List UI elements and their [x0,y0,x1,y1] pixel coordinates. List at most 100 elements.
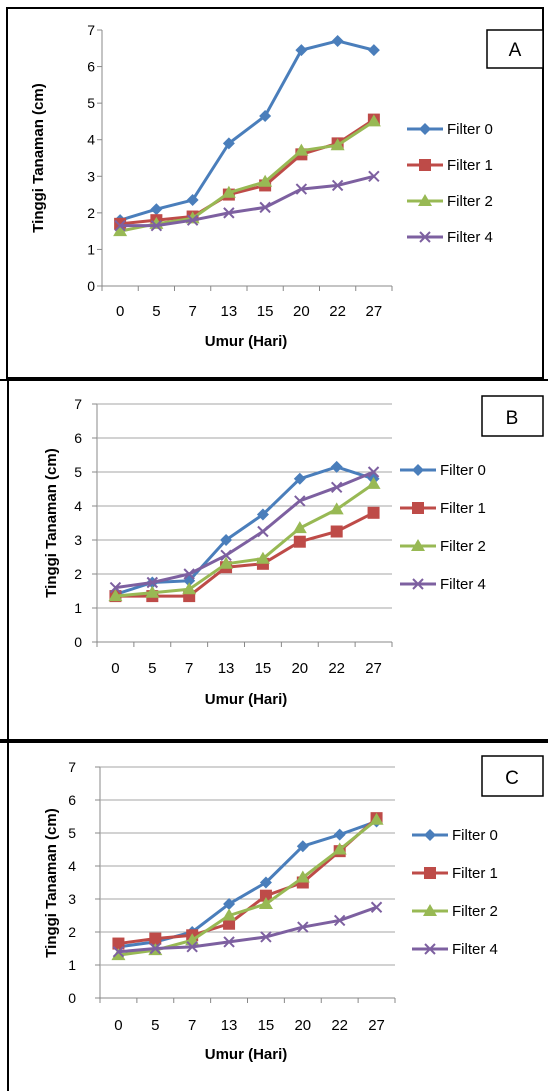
data-point [258,896,273,909]
chart-b-xticks: 0 5 7 13 15 20 22 27 [96,642,393,677]
y-tick-label: 6 [68,792,76,808]
data-point [220,549,232,562]
data-point [294,495,306,507]
y-tick-label: 4 [68,858,76,874]
series-line-filter-2 [115,482,375,598]
legend-item: Filter 0 [400,462,486,479]
legend-marker [419,123,431,135]
data-point [258,174,273,187]
legend-marker [424,867,436,879]
legend-label: Filter 1 [447,157,493,174]
data-point [331,34,344,47]
data-point [293,472,306,485]
series-line-filter-2 [119,120,375,233]
chart-c-panel-label: C [505,768,519,789]
data-point [113,224,128,237]
legend-item: Filter 1 [412,865,498,882]
data-point [333,914,346,927]
chart-c-series [111,812,384,961]
data-point [223,897,236,910]
x-tick-label: 27 [368,1017,385,1034]
legend-item: Filter 4 [400,576,486,593]
x-tick-label: 0 [114,1017,122,1034]
chart-a-yticks: 0 1 2 3 4 5 6 7 [87,22,102,294]
data-point [296,840,309,853]
x-tick-label: 20 [291,660,308,677]
chart-b-series [108,460,381,603]
legend-label: Filter 4 [440,576,486,593]
series-line-filter-0 [118,820,378,949]
data-point [295,44,308,57]
chart-b-label-box [481,395,544,437]
data-point [367,506,380,519]
data-point [182,582,197,595]
y-tick-label: 1 [87,241,95,257]
y-tick-label: 0 [74,634,82,650]
legend-marker [412,502,424,514]
legend-marker [424,829,436,841]
chart-a-xlabel: Umur (Hari) [205,333,288,350]
x-tick-label: 5 [148,660,156,677]
data-point [220,534,233,546]
y-tick-label: 5 [87,95,95,111]
y-tick-label: 4 [87,132,95,148]
legend-item: Filter 1 [400,500,486,517]
legend-label: Filter 4 [452,941,498,958]
y-tick-label: 3 [68,891,76,907]
data-point [367,44,380,57]
chart-panel-b: 0 1 2 3 4 5 6 7 0 5 7 13 15 20 22 27 Tinggi Tanaman (c… [0,381,548,741]
data-point [366,114,381,127]
chart-c-gridlines [100,766,395,966]
data-point [114,219,126,232]
data-point [367,466,380,478]
data-point [366,476,381,489]
legend-marker [412,464,424,476]
data-point [150,203,163,216]
legend-marker [424,943,436,955]
x-tick-label: 15 [257,303,274,320]
legend-marker [411,539,425,551]
data-point [222,908,237,921]
panel-divider-ab [0,379,548,381]
data-point [186,214,199,226]
data-point [259,109,272,122]
legend-item: Filter 4 [412,941,498,958]
legend-item: Filter 1 [407,157,493,174]
legend-label: Filter 2 [447,193,493,210]
chart-b-legend: Filter 0 Filter 1 Filter 2 Filter 4 [400,462,486,593]
y-tick-label: 1 [74,600,82,616]
x-tick-label: 13 [221,1017,238,1034]
chart-b-panel-label: B [506,408,519,429]
legend-item: Filter 0 [407,121,493,138]
data-point [330,525,343,538]
data-point [149,932,162,945]
series-line-filter-3 [120,174,375,228]
legend-item: Filter 2 [412,903,498,920]
y-tick-label: 7 [74,396,82,412]
data-point [297,921,309,933]
chart-a-series [113,34,381,237]
data-point [150,219,163,232]
data-point [295,870,310,883]
legend-marker [419,159,431,171]
y-tick-label: 3 [87,168,95,184]
x-tick-label: 7 [188,303,196,320]
x-tick-label: 7 [185,660,193,677]
data-point [293,535,306,548]
legend-item: Filter 2 [400,538,486,555]
y-tick-label: 4 [74,498,82,514]
x-tick-label: 20 [294,1017,311,1034]
chart-c-legend: Filter 0 Filter 1 Filter 2 Filter 4 [412,827,498,958]
data-point [112,937,125,950]
legend-label: Filter 1 [452,865,498,882]
x-tick-label: 13 [221,303,238,320]
chart-b-xlabel: Umur (Hari) [205,691,288,708]
data-point [333,828,346,841]
chart-a-label-box [486,29,544,69]
series-line-filter-0 [119,39,375,222]
data-point [186,194,199,207]
x-tick-label: 5 [152,303,160,320]
chart-c-ylabel: Tinggi Tanaman (cm) [43,808,60,957]
y-tick-label: 0 [68,990,76,1006]
data-point [295,183,308,195]
